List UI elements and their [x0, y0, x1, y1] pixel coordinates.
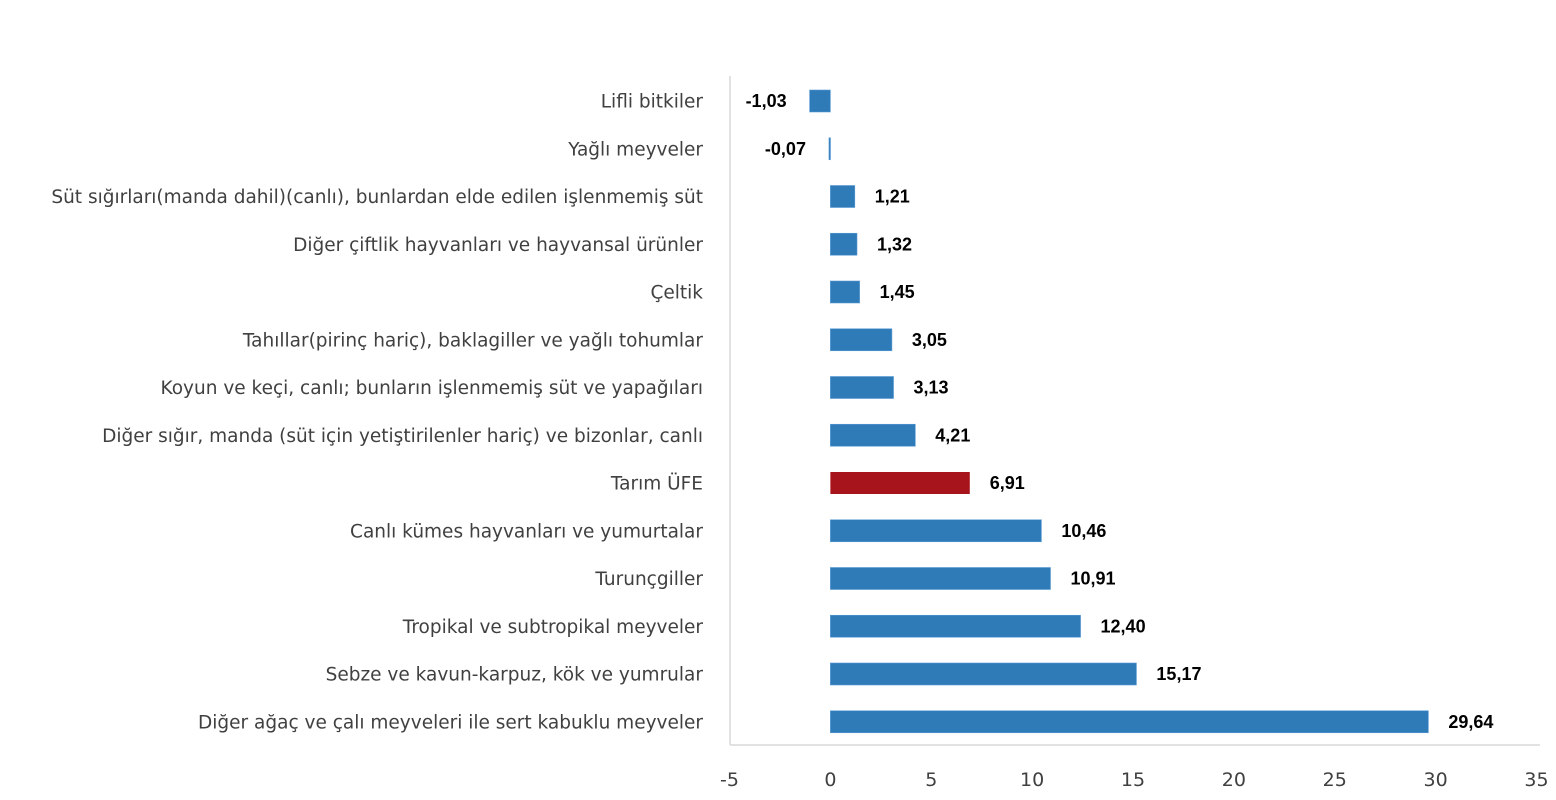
- x-tick-label: 25: [1323, 769, 1347, 791]
- bar: [828, 137, 831, 161]
- data-label: 10,91: [1070, 569, 1115, 589]
- category-label: Tarım ÜFE: [610, 473, 703, 495]
- data-label: -0,07: [765, 139, 806, 159]
- x-tick-label: -5: [720, 769, 739, 791]
- bar: [830, 472, 970, 494]
- category-label: Diğer ağaç ve çalı meyveleri ile sert ka…: [198, 712, 703, 733]
- data-label: 15,17: [1156, 664, 1201, 684]
- bar: [830, 614, 1081, 638]
- data-label: 1,45: [880, 282, 915, 302]
- category-label: Yağlı meyveler: [567, 139, 703, 160]
- bar: [830, 232, 858, 256]
- data-label: 3,13: [914, 378, 949, 398]
- data-label: 4,21: [935, 425, 970, 445]
- category-label: Diğer çiftlik hayvanları ve hayvansal ür…: [293, 235, 703, 256]
- category-label: Sebze ve kavun-karpuz, kök ve yumrular: [326, 665, 704, 686]
- bar: [830, 423, 916, 447]
- data-label: 3,05: [912, 330, 947, 350]
- category-label: Turunçgiller: [594, 569, 703, 590]
- bar: [830, 280, 860, 304]
- category-label: Lifli bitkiler: [601, 92, 704, 113]
- x-tick-label: 20: [1222, 769, 1246, 791]
- x-tick-label: 15: [1121, 769, 1145, 791]
- data-label: 29,64: [1448, 712, 1493, 732]
- x-tick-label: 0: [824, 769, 836, 791]
- data-label: 1,21: [875, 187, 910, 207]
- x-tick-label: 5: [925, 769, 937, 791]
- bar: [830, 328, 893, 352]
- bar: [830, 662, 1137, 686]
- bar: [809, 89, 831, 113]
- category-label: Tahıllar(pirinç hariç), baklagiller ve y…: [242, 330, 703, 351]
- category-label: Tropikal ve subtropikal meyveler: [402, 617, 704, 638]
- x-tick-label: 10: [1020, 769, 1044, 791]
- x-tick-label: 30: [1424, 769, 1448, 791]
- category-label: Diğer sığır, manda (süt için yetiştirile…: [102, 426, 703, 447]
- bar: [830, 567, 1051, 590]
- category-label: Çeltik: [650, 283, 703, 304]
- data-label: 12,40: [1101, 616, 1146, 636]
- data-label: 10,46: [1061, 521, 1106, 541]
- data-label: 1,32: [877, 234, 912, 254]
- bar: [830, 185, 856, 208]
- data-label: 6,91: [990, 473, 1025, 493]
- category-label: Canlı kümes hayvanları ve yumurtalar: [350, 521, 703, 542]
- bar: [830, 376, 894, 399]
- category-label: Koyun ve keçi, canlı; bunların işlenmemi…: [161, 378, 703, 399]
- bar: [830, 710, 1429, 734]
- bar: [830, 519, 1042, 543]
- category-label: Süt sığırları(manda dahil)(canlı), bunla…: [51, 187, 703, 208]
- data-label: -1,03: [746, 91, 787, 111]
- x-tick-label: 35: [1524, 769, 1548, 791]
